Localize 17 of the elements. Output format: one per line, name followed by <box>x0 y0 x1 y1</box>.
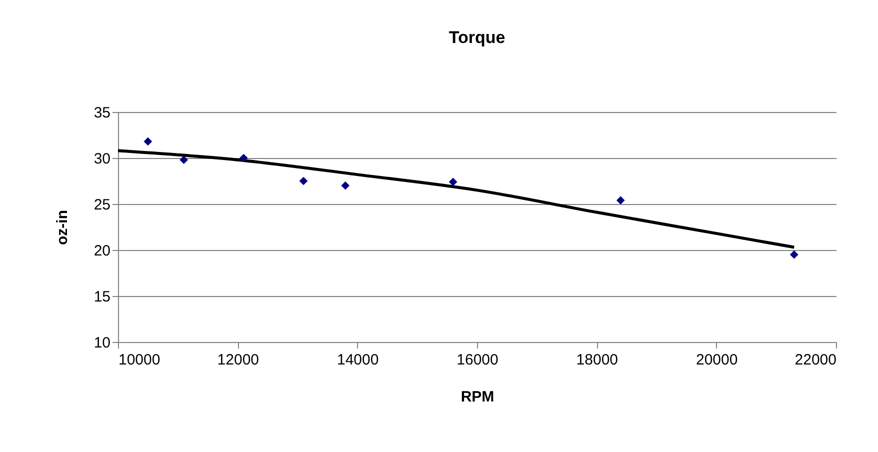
x-tick-label: 10000 <box>118 352 160 368</box>
x-tick-label: 22000 <box>794 352 836 368</box>
y-tick-label: 10 <box>94 334 110 352</box>
x-tick-label: 14000 <box>336 352 379 368</box>
x-tick-label: 18000 <box>576 352 618 368</box>
x-tick-label: 16000 <box>456 352 498 368</box>
chart-title: Torque <box>448 28 506 47</box>
y-tick-label: 15 <box>94 288 110 306</box>
y-tick-label: 30 <box>94 150 110 168</box>
y-tick-label: 25 <box>94 196 110 214</box>
x-tick-label: 12000 <box>217 352 260 368</box>
y-tick-label: 35 <box>94 104 110 122</box>
y-tick-label: 20 <box>94 242 110 260</box>
x-tick-label: 20000 <box>696 352 738 368</box>
x-axis-title: RPM <box>460 388 494 406</box>
line-series <box>116 149 796 249</box>
y-axis-title: oz-in <box>54 210 71 245</box>
